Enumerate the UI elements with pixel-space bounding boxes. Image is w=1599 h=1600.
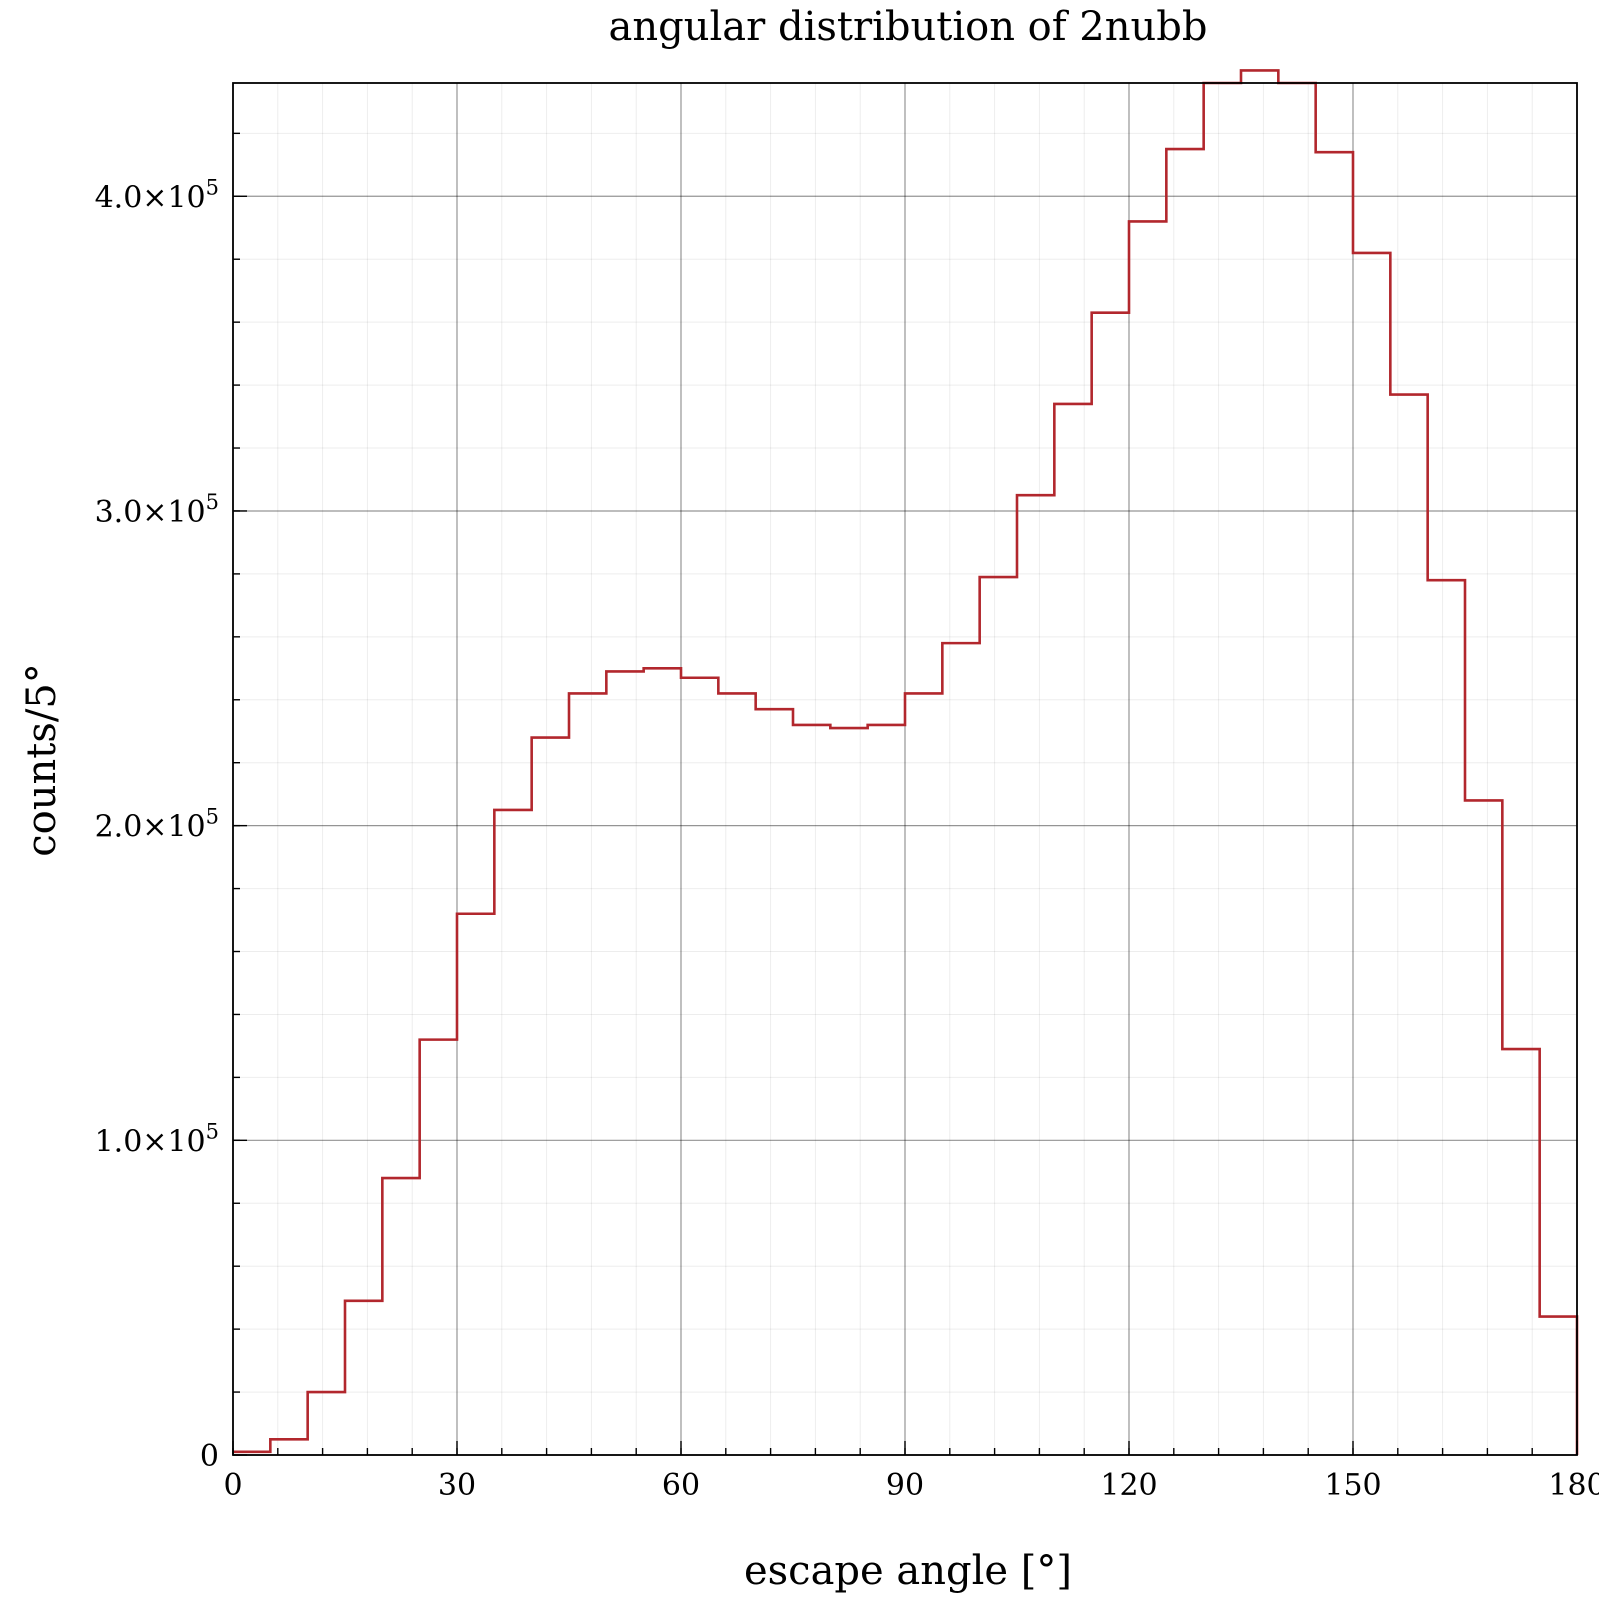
y-tick-label: 4.0×105	[95, 175, 219, 215]
axis-ticks	[232, 132, 1578, 1456]
x-tick-label: 60	[662, 1468, 700, 1503]
y-tick-mantissa: 4.0×10	[95, 180, 206, 215]
x-tick-label: 120	[1100, 1468, 1157, 1503]
y-tick-label: 1.0×105	[95, 1119, 219, 1159]
major-grid	[232, 83, 1578, 1456]
x-tick-label: 30	[438, 1468, 476, 1503]
y-tick-mantissa: 0	[200, 1439, 219, 1474]
y-axis-title: counts/5°	[19, 663, 65, 857]
y-tick-exponent: 5	[206, 490, 219, 514]
y-tick-mantissa: 2.0×10	[95, 810, 206, 845]
minor-grid	[232, 83, 1578, 1456]
y-tick-mantissa: 1.0×10	[95, 1124, 206, 1159]
histogram-series-line	[233, 69, 1579, 1455]
y-tick-mantissa: 3.0×10	[95, 495, 206, 530]
x-tick-label: 180	[1548, 1468, 1599, 1503]
x-axis-title: escape angle [°]	[744, 1548, 1072, 1594]
y-tick-label: 3.0×105	[95, 490, 219, 530]
x-tick-label: 0	[223, 1468, 242, 1503]
chart-title: angular distribution of 2nubb	[609, 4, 1208, 50]
x-axis-tick-labels: 0 30 60 90 120 150 180	[223, 1468, 1599, 1503]
y-tick-exponent: 5	[206, 1119, 219, 1143]
y-tick-exponent: 5	[206, 805, 219, 829]
y-tick-label: 0	[200, 1439, 219, 1474]
x-tick-label: 150	[1324, 1468, 1381, 1503]
y-tick-label: 2.0×105	[95, 805, 219, 845]
x-tick-label: 90	[886, 1468, 924, 1503]
y-tick-exponent: 5	[206, 175, 219, 199]
